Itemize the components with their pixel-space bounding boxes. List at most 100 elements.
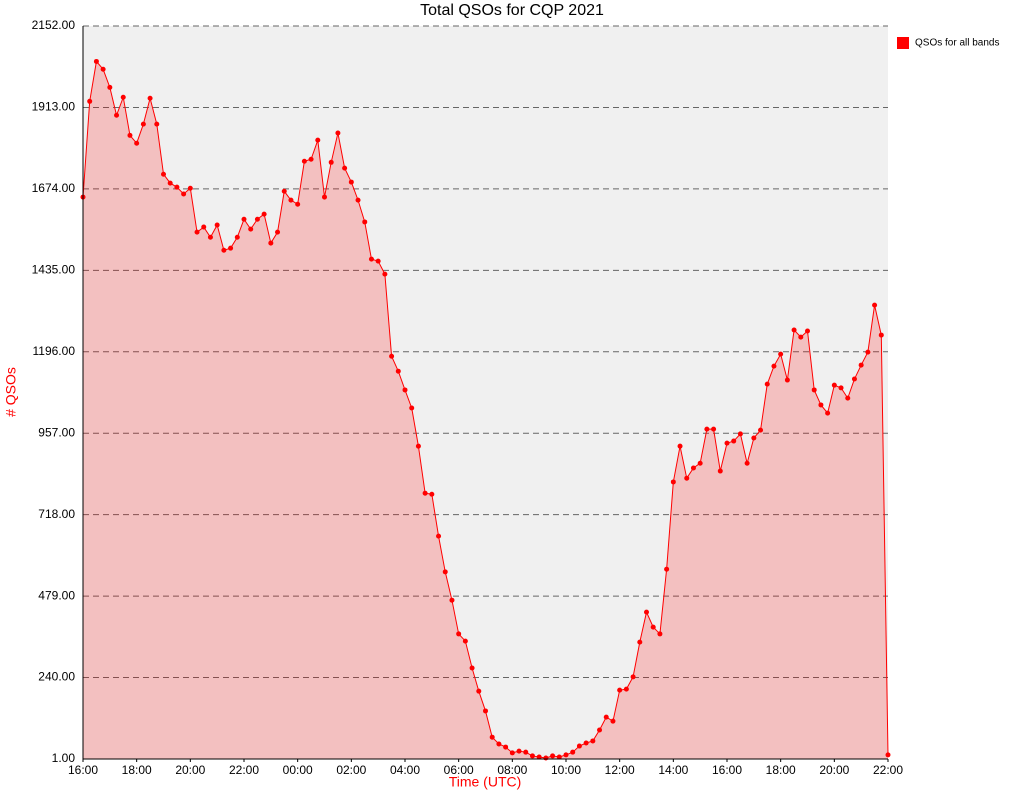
x-tick-label: 04:00 xyxy=(390,763,420,777)
y-tick-label: 1674.00 xyxy=(32,181,76,195)
data-point xyxy=(201,224,207,230)
data-point xyxy=(154,121,160,127)
data-point xyxy=(670,479,676,485)
data-point xyxy=(254,216,260,222)
data-point xyxy=(248,226,254,232)
data-point xyxy=(147,95,153,101)
data-point xyxy=(872,302,878,308)
x-tick-label: 16:00 xyxy=(712,763,742,777)
data-point xyxy=(603,714,609,720)
data-point xyxy=(677,443,683,449)
y-tick-label: 1913.00 xyxy=(32,100,76,114)
data-point xyxy=(93,58,99,64)
data-point xyxy=(818,402,824,408)
data-point xyxy=(697,460,703,466)
data-point xyxy=(127,132,133,138)
data-point xyxy=(791,327,797,333)
data-point xyxy=(476,688,482,694)
data-point xyxy=(825,410,831,416)
data-point xyxy=(758,427,764,433)
data-point xyxy=(509,750,515,756)
x-tick-label: 18:00 xyxy=(766,763,796,777)
data-point xyxy=(623,686,629,692)
data-point xyxy=(382,271,388,277)
data-point xyxy=(134,140,140,146)
data-point xyxy=(322,194,327,200)
data-point xyxy=(194,229,200,235)
legend-swatch xyxy=(897,37,909,49)
data-point xyxy=(301,158,307,164)
data-point xyxy=(503,744,509,750)
area xyxy=(83,61,888,760)
data-point xyxy=(617,687,623,693)
data-point xyxy=(436,533,442,539)
data-point xyxy=(161,171,166,177)
data-point xyxy=(281,188,287,194)
data-point xyxy=(630,674,636,680)
x-axis-label: Time (UTC) xyxy=(449,774,522,790)
data-point xyxy=(751,435,757,441)
data-point xyxy=(851,376,857,382)
data-point xyxy=(315,137,321,143)
x-tick-label: 22:00 xyxy=(229,763,259,777)
data-point xyxy=(704,426,710,432)
data-point xyxy=(335,130,341,136)
data-point xyxy=(784,377,790,383)
x-tick-label: 08:00 xyxy=(497,763,527,777)
data-point xyxy=(469,665,475,671)
data-point xyxy=(241,216,247,222)
data-point xyxy=(234,234,240,240)
y-tick-label: 1196.00 xyxy=(33,344,76,358)
data-point xyxy=(107,84,113,90)
data-point xyxy=(885,752,891,758)
data-point xyxy=(174,184,180,190)
data-point xyxy=(838,385,844,391)
data-point xyxy=(214,222,220,228)
data-point xyxy=(831,382,837,388)
data-point xyxy=(798,334,804,340)
data-point xyxy=(576,743,582,749)
y-axis-label: # QSOs xyxy=(3,367,19,417)
chart-title: Total QSOs for CQP 2021 xyxy=(420,2,604,19)
data-point xyxy=(288,197,294,203)
data-point xyxy=(529,753,535,759)
data-point xyxy=(684,475,690,481)
data-point xyxy=(771,363,777,369)
data-point xyxy=(711,426,717,432)
y-tick-label: 957.00 xyxy=(38,425,75,439)
x-tick-label: 10:00 xyxy=(551,763,581,777)
data-point xyxy=(187,185,193,191)
x-tick-label: 00:00 xyxy=(283,763,313,777)
data-point xyxy=(268,240,274,246)
y-tick-label: 718.00 xyxy=(38,507,75,521)
x-tick-label: 22:00 xyxy=(873,763,903,777)
plot-background xyxy=(83,26,888,759)
data-point xyxy=(395,368,401,374)
data-point xyxy=(523,749,529,755)
data-point xyxy=(462,638,468,644)
data-point xyxy=(858,362,864,368)
data-point xyxy=(644,609,649,615)
y-tick-label: 2152.00 xyxy=(32,18,76,32)
data-point xyxy=(778,351,784,357)
data-point xyxy=(543,755,549,761)
data-point xyxy=(845,395,851,401)
data-point xyxy=(590,738,596,744)
x-tick-label: 14:00 xyxy=(658,763,688,777)
data-point xyxy=(114,112,120,118)
data-point xyxy=(664,566,670,572)
data-point xyxy=(295,201,301,207)
x-tick-label: 12:00 xyxy=(605,763,635,777)
data-point xyxy=(550,753,556,759)
data-point xyxy=(362,219,368,225)
data-point xyxy=(355,197,361,203)
data-point xyxy=(429,491,435,497)
x-tick-label: 20:00 xyxy=(819,763,849,777)
data-point xyxy=(483,708,488,714)
x-tick-label: 02:00 xyxy=(336,763,366,777)
data-point xyxy=(597,727,603,733)
data-point xyxy=(536,754,542,760)
data-point xyxy=(456,631,462,637)
data-point xyxy=(737,431,743,437)
data-point xyxy=(724,440,730,446)
